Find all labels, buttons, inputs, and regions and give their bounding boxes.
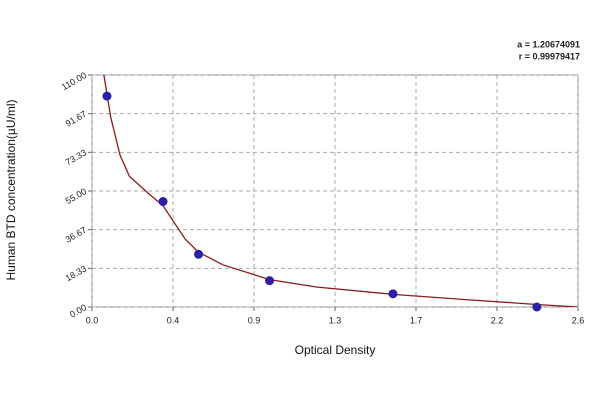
data-point — [388, 289, 398, 299]
data-point — [158, 197, 168, 207]
data-point — [102, 91, 112, 101]
y-tick-label: 55.00 — [64, 186, 89, 206]
x-axis-title: Optical Density — [295, 343, 376, 357]
x-tick-label: 0.4 — [167, 315, 180, 325]
data-point — [194, 249, 204, 259]
data-point — [532, 302, 542, 312]
y-tick-label: 110.00 — [60, 70, 88, 92]
annotation: a = 1.20674091 — [517, 39, 580, 49]
y-tick-label: 91.67 — [64, 109, 89, 129]
x-tick-label: 0.9 — [248, 315, 261, 325]
x-tick-label: 0.0 — [86, 315, 99, 325]
data-point — [265, 276, 275, 286]
x-tick-label: 2.6 — [572, 315, 585, 325]
x-tick-label: 1.3 — [329, 315, 342, 325]
y-tick-label: 36.67 — [64, 225, 89, 245]
y-axis-title: Human BTD concentration(µU/ml) — [4, 100, 18, 281]
y-tick-label: 73.33 — [64, 147, 89, 167]
x-tick-label: 2.2 — [491, 315, 504, 325]
x-tick-label: 1.7 — [410, 315, 423, 325]
annotation: r = 0.99979417 — [519, 51, 580, 61]
y-tick-label: 18.33 — [64, 263, 89, 283]
